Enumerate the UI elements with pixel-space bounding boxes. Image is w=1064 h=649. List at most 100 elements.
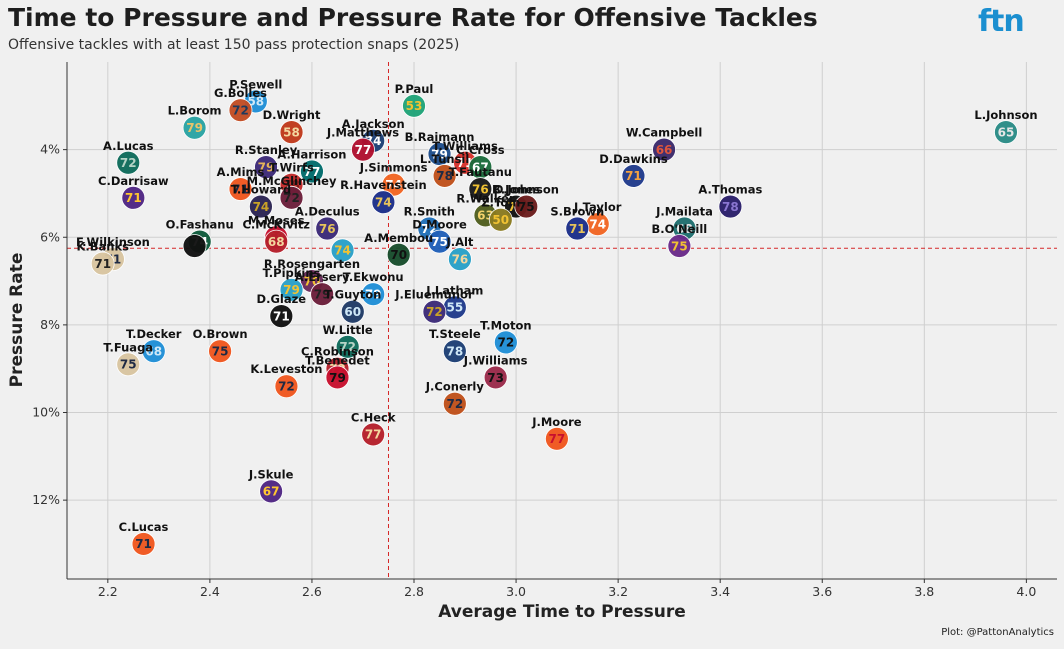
plot-panel [67, 62, 1057, 579]
point-number: 72 [426, 305, 443, 319]
player-point: 76 [448, 247, 472, 272]
player-point: 74 [330, 238, 355, 263]
point-name-label: L.Tunsil [420, 152, 469, 166]
point-marker [208, 339, 232, 364]
point-marker [279, 120, 304, 145]
player-point: 78 [718, 194, 743, 219]
player-point: 67 [259, 479, 284, 504]
player-point: 67 [468, 155, 493, 180]
point-marker [330, 238, 355, 263]
x-tick-label: 3.4 [710, 584, 730, 599]
point-number: 75 [120, 358, 137, 372]
point-number: 79 [431, 147, 448, 161]
point-number: 76 [319, 222, 336, 236]
y-tick-label: 8% [40, 317, 60, 332]
point-marker [90, 251, 115, 276]
point-name-label: Z.Tom [481, 196, 520, 210]
point-marker [994, 120, 1018, 145]
player-point: 50 [488, 207, 513, 232]
point-number: 79 [329, 371, 346, 385]
plot-credit: Plot: @PattonAnalytics [941, 627, 1054, 638]
player-point: 79 [427, 142, 452, 166]
point-number: 72 [283, 191, 300, 205]
x-tick-label: 3.6 [812, 584, 832, 599]
point-marker [264, 229, 289, 254]
point-marker [565, 216, 590, 241]
y-tick-label: 10% [32, 405, 60, 420]
point-name-label: T.Howard [231, 183, 291, 197]
player-point: 74 [249, 194, 273, 219]
point-marker [402, 93, 426, 118]
ftn-logo: ftn [978, 4, 1025, 39]
point-name-label: C.Lucas [119, 520, 169, 534]
point-name-label: R.Walker [456, 191, 515, 205]
point-marker [310, 282, 335, 307]
y-tick-label: 6% [40, 229, 60, 244]
point-name-label: L.Johnson [974, 108, 1037, 122]
point-name-label: R.Havenstein [340, 178, 427, 192]
player-point: 75 [427, 229, 452, 254]
player-point: 75 [208, 339, 232, 364]
point-name-label: A.Jackson [342, 117, 405, 131]
point-name-label: W.Campbell [626, 126, 702, 140]
point-number: 68 [268, 235, 285, 249]
point-name-label: T.Wirfs [269, 161, 314, 175]
point-number: 67 [472, 160, 489, 174]
x-tick-label: 2.6 [302, 584, 322, 599]
x-tick-label: 3.2 [608, 584, 628, 599]
player-point: 77 [300, 159, 324, 184]
point-marker [718, 194, 743, 219]
x-tick-label: 2.2 [98, 584, 118, 599]
player-point: 72 [274, 374, 299, 399]
point-number: 50 [492, 213, 509, 227]
player-point: 71 [131, 532, 156, 556]
point-name-label: T.Steele [429, 327, 481, 341]
point-name-label: A.Harrison [277, 148, 346, 162]
point-marker [249, 194, 273, 219]
chart-subtitle: Offensive tackles with at least 150 pass… [8, 37, 460, 53]
y-axis-ticks: 4% 6% 8% 10% 12% [32, 142, 67, 507]
point-marker [228, 177, 253, 201]
player-point: 72 [335, 334, 360, 359]
point-marker [116, 352, 141, 377]
point-name-label: W.Little [323, 323, 373, 337]
point-number: 70 [390, 248, 407, 262]
point-name-label: A.Ersery [295, 270, 350, 284]
point-name-label: D.Dawkins [599, 152, 668, 166]
point-name-label: J.Alt [445, 235, 473, 249]
y-axis-label: Pressure Rate [7, 253, 27, 388]
point-marker [131, 532, 156, 556]
point-number: 71 [273, 309, 290, 323]
grid-lines [67, 62, 1057, 579]
point-number: 76 [452, 252, 469, 266]
player-point: 76 [468, 177, 493, 201]
point-number: 72 [339, 340, 356, 354]
point-name-label: M.McGlinchey [247, 174, 337, 188]
point-number: 74 [375, 196, 392, 210]
reference-lines [67, 62, 1057, 579]
point-marker [621, 164, 646, 188]
point-name-label: D.Glaze [257, 292, 307, 306]
player-point: 72 [228, 98, 253, 123]
y-tick-label: 4% [40, 142, 60, 157]
point-name-label: J.Taylor [573, 200, 622, 214]
point-number: 77 [304, 165, 321, 179]
point-name-label: A.Membou [364, 231, 433, 245]
point-name-label: O.Brown [193, 327, 248, 341]
player-point: 58 [279, 120, 304, 145]
player-point: 73 [483, 365, 508, 390]
point-number: 71 [232, 182, 249, 196]
point-name-label: D.Wright [263, 108, 321, 122]
point-marker [422, 299, 447, 324]
point-marker [269, 304, 294, 329]
point-marker [121, 185, 146, 210]
point-number: 79 [283, 283, 300, 297]
point-name-label: C.McKivitz [242, 218, 310, 232]
point-name-label: P.Sewell [229, 77, 282, 91]
point-name-label: K.Leveston [250, 362, 322, 376]
point-name-label: D.Moore [412, 218, 467, 232]
point-marker [652, 137, 676, 162]
point-number: 72 [278, 380, 295, 394]
point-number: 76 [472, 182, 489, 196]
